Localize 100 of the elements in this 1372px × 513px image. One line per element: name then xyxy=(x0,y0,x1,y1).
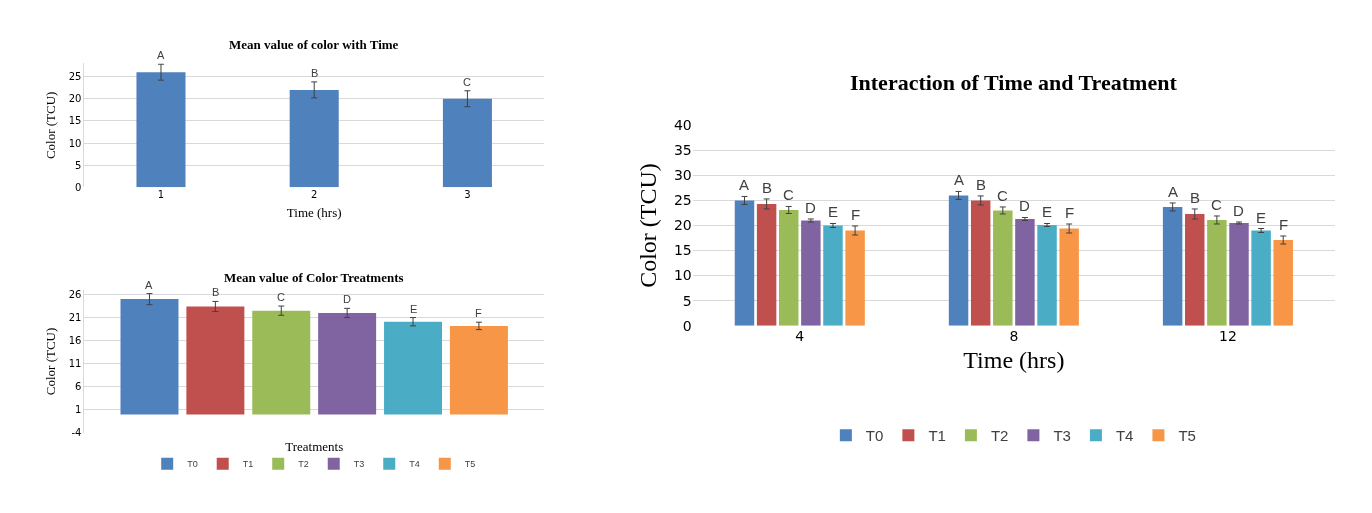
y-axis-title: Color (TCU) xyxy=(635,163,662,288)
data-label: C xyxy=(783,186,794,203)
y-axis-title: Color (TCU) xyxy=(42,327,58,396)
data-label: E xyxy=(1042,203,1053,220)
data-label: A xyxy=(145,279,153,291)
bar xyxy=(1059,228,1079,326)
y-tick-label: 35 xyxy=(673,142,692,159)
x-tick-label: 2 xyxy=(311,189,318,201)
bar xyxy=(970,200,991,326)
bar xyxy=(1273,240,1293,326)
x-tick-label: 8 xyxy=(1009,327,1019,344)
data-label: E xyxy=(410,303,418,315)
data-label: F xyxy=(1279,216,1289,233)
y-tick-label: 21 xyxy=(68,312,82,324)
chart-title: Mean value of Color Treatments xyxy=(224,270,404,285)
bar xyxy=(1251,230,1271,326)
y-tick-label: 5 xyxy=(74,159,82,171)
y-axis-title: Color (TCU) xyxy=(42,91,58,160)
legend-label: T4 xyxy=(409,459,420,470)
bar xyxy=(318,312,377,415)
y-tick-label: 40 xyxy=(673,117,692,134)
x-axis-title: Treatments xyxy=(285,438,344,454)
bar xyxy=(1229,222,1249,326)
legend-label: T3 xyxy=(1053,427,1071,445)
legend-label: T0 xyxy=(865,427,884,445)
x-axis-title: Time (hrs) xyxy=(963,346,1065,373)
legend-label: T2 xyxy=(990,427,1009,445)
bar xyxy=(1162,206,1183,326)
data-label: A xyxy=(157,49,165,61)
y-tick-label: 0 xyxy=(682,317,692,334)
y-tick-label: 26 xyxy=(68,289,82,301)
data-label: C xyxy=(277,291,285,303)
bar xyxy=(120,299,179,415)
data-label: A xyxy=(954,171,965,188)
bar xyxy=(252,310,311,415)
y-tick-label: 15 xyxy=(68,115,82,127)
x-tick-label: 4 xyxy=(795,327,805,344)
chart-title: Interaction of Time and Treatment xyxy=(850,70,1178,95)
legend-label: T5 xyxy=(464,459,476,470)
data-label: B xyxy=(762,179,773,196)
data-label: E xyxy=(828,203,839,220)
bar xyxy=(1037,224,1057,326)
data-label: B xyxy=(976,176,987,193)
data-label: D xyxy=(1019,197,1030,214)
legend-label: T5 xyxy=(1178,427,1196,445)
legend-label: T1 xyxy=(242,459,254,470)
bar xyxy=(948,195,969,326)
data-label: D xyxy=(1233,202,1244,219)
bar xyxy=(442,98,492,188)
bar xyxy=(289,89,339,188)
chart-title: Mean value of color with Time xyxy=(229,37,399,52)
y-tick-label: 25 xyxy=(68,71,82,83)
x-tick-label: 12 xyxy=(1219,327,1237,344)
data-label: B xyxy=(311,67,319,79)
bar xyxy=(779,209,799,326)
data-label: D xyxy=(343,293,351,305)
bar xyxy=(449,325,508,415)
legend-label: T1 xyxy=(928,427,946,445)
data-label: D xyxy=(805,199,816,216)
data-label: F xyxy=(1065,204,1075,221)
bar xyxy=(1185,213,1205,326)
y-tick-label: 16 xyxy=(68,335,82,347)
y-tick-label: 15 xyxy=(673,242,692,259)
bar xyxy=(756,203,777,326)
y-tick-label: 30 xyxy=(673,167,692,184)
x-tick-label: 1 xyxy=(157,189,165,201)
data-label: F xyxy=(475,307,482,319)
data-label: B xyxy=(212,286,220,298)
legend-label: T0 xyxy=(187,459,198,470)
bar xyxy=(1207,219,1227,326)
bar xyxy=(734,200,755,326)
data-label: E xyxy=(1256,209,1267,226)
y-tick-label: -4 xyxy=(71,427,82,439)
data-label: C xyxy=(997,187,1008,204)
legend-label: T2 xyxy=(298,459,309,470)
bar xyxy=(136,72,186,188)
y-tick-label: 6 xyxy=(74,381,82,393)
data-label: B xyxy=(1190,189,1201,206)
y-tick-label: 25 xyxy=(673,192,692,209)
x-tick-label: 3 xyxy=(464,189,471,201)
y-tick-label: 10 xyxy=(68,137,82,149)
bar xyxy=(1015,218,1035,326)
data-label: F xyxy=(851,206,861,223)
y-tick-label: 0 xyxy=(74,181,82,193)
data-label: C xyxy=(1211,196,1222,213)
x-axis-title: Time (hrs) xyxy=(286,204,342,220)
bar xyxy=(993,210,1013,326)
y-tick-label: 1 xyxy=(74,404,82,416)
y-tick-label: 10 xyxy=(673,267,692,284)
bar xyxy=(823,225,843,326)
legend-label: T3 xyxy=(353,459,365,470)
data-label: A xyxy=(739,176,750,193)
bar xyxy=(186,306,245,415)
y-tick-label: 20 xyxy=(68,93,82,105)
y-tick-label: 5 xyxy=(682,292,692,309)
y-tick-label: 11 xyxy=(68,358,82,370)
data-label: C xyxy=(463,76,471,88)
data-label: A xyxy=(1168,183,1179,200)
bar xyxy=(384,321,443,415)
bar xyxy=(845,230,865,326)
